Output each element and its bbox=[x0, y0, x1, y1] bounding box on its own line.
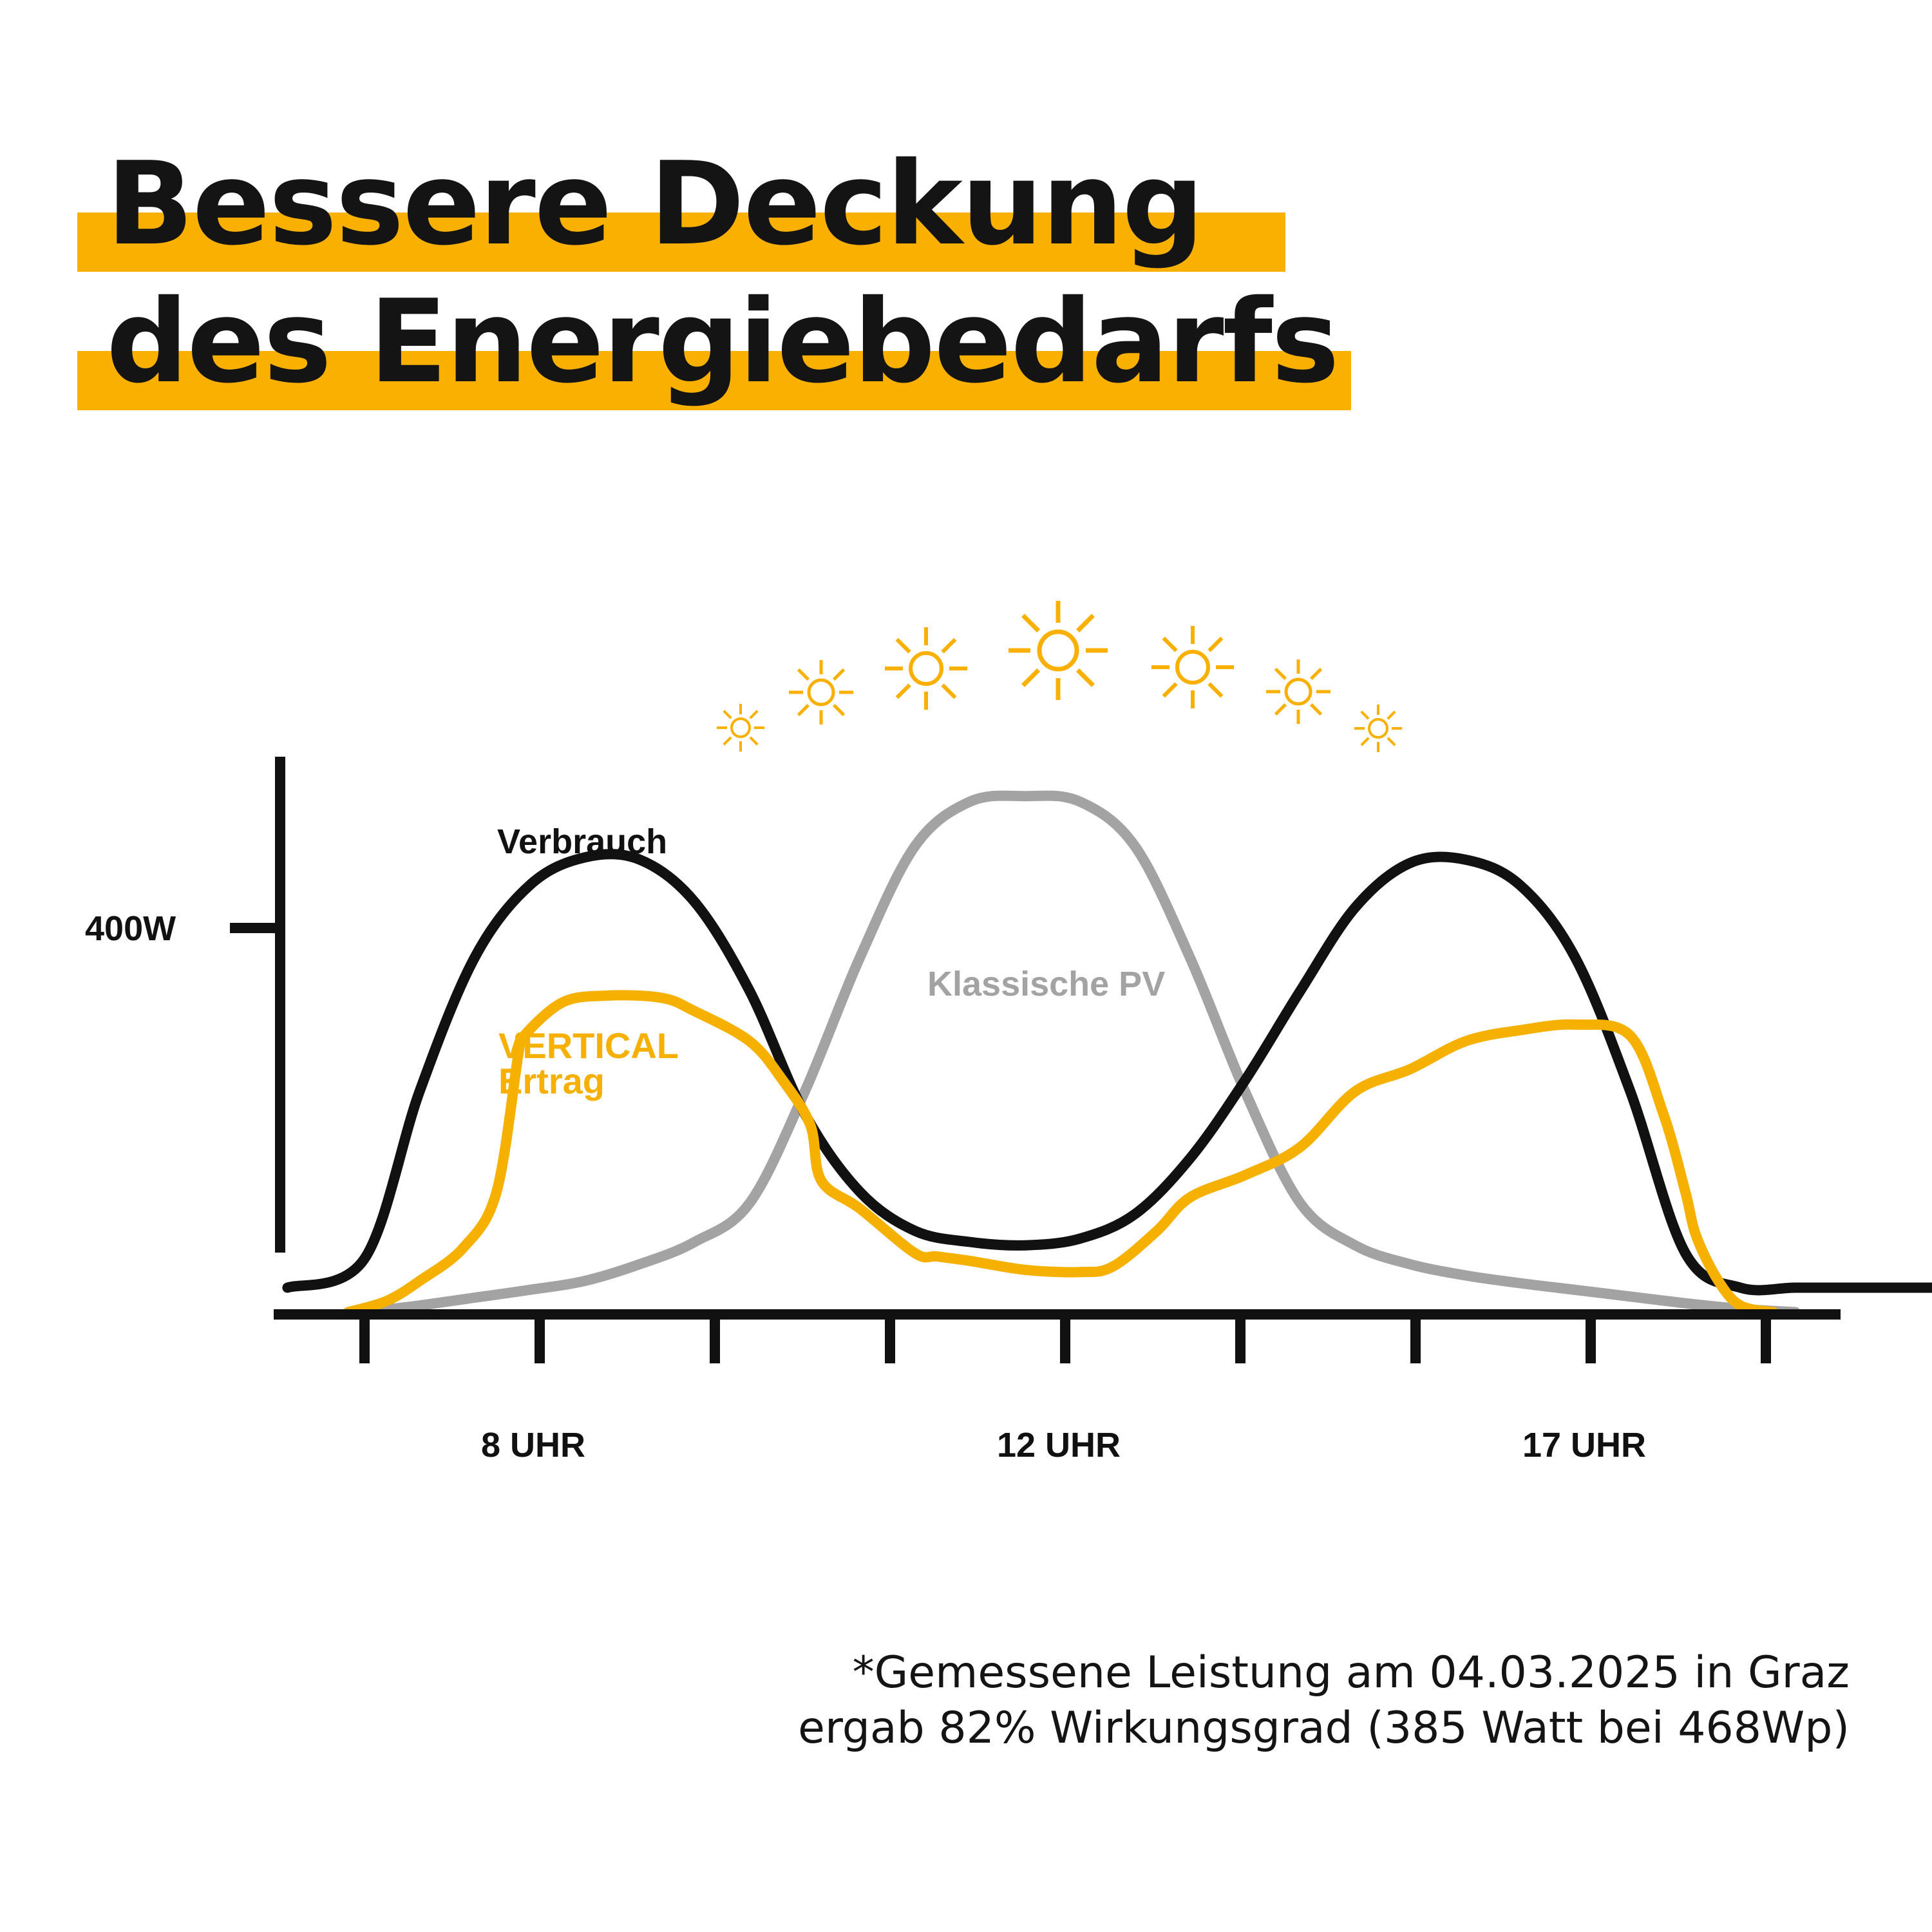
sun-icon bbox=[885, 627, 967, 710]
sun-arc bbox=[717, 601, 1402, 752]
sun-icon bbox=[789, 660, 853, 724]
title-highlight-bar bbox=[77, 351, 1351, 410]
series-line-consumption bbox=[282, 849, 1932, 1296]
legend-consumption: Verbrauch bbox=[497, 822, 667, 861]
sun-icon bbox=[1266, 659, 1331, 724]
legend-vertical-line1: VERTICAL bbox=[498, 1025, 679, 1066]
page-title-line-2: des Energiebedarfs bbox=[106, 275, 1340, 408]
legend-vertical-line2: Ertrag bbox=[498, 1061, 605, 1101]
x-tick-label: 8 UHR bbox=[481, 1426, 585, 1464]
sun-icon bbox=[717, 704, 764, 752]
y-tick-label: 400W bbox=[85, 909, 176, 948]
footnote-line-1: *Gemessene Leistung am 04.03.2025 in Gra… bbox=[852, 1647, 1850, 1698]
page-title-line-1: Bessere Deckung bbox=[106, 137, 1204, 270]
title-highlight-bar bbox=[77, 213, 1285, 272]
series-layer bbox=[282, 790, 1932, 1318]
footnote-line-2: ergab 82% Wirkungsgrad (385 Watt bei 468… bbox=[798, 1703, 1850, 1754]
sun-icon bbox=[1354, 705, 1402, 752]
sun-icon bbox=[1009, 601, 1108, 700]
y-ticks: 400W bbox=[85, 909, 283, 948]
sun-icon bbox=[1151, 626, 1234, 708]
chart-labels: Verbrauch Klassische PV VERTICAL Ertrag bbox=[497, 822, 1165, 1101]
legend-classic-pv: Klassische PV bbox=[927, 965, 1165, 1003]
series-line-classic_pv bbox=[359, 790, 1801, 1318]
x-tick-label: 17 UHR bbox=[1522, 1426, 1646, 1464]
title-block: Bessere Deckung des Energiebedarfs bbox=[0, 0, 1932, 451]
x-tick-label: 12 UHR bbox=[997, 1426, 1121, 1464]
x-ticks: 8 UHR 12 UHR 17 UHR bbox=[359, 1314, 1771, 1464]
series-line-vertical bbox=[343, 990, 1779, 1318]
footnote: *Gemessene Leistung am 04.03.2025 in Gra… bbox=[798, 1645, 1850, 1756]
